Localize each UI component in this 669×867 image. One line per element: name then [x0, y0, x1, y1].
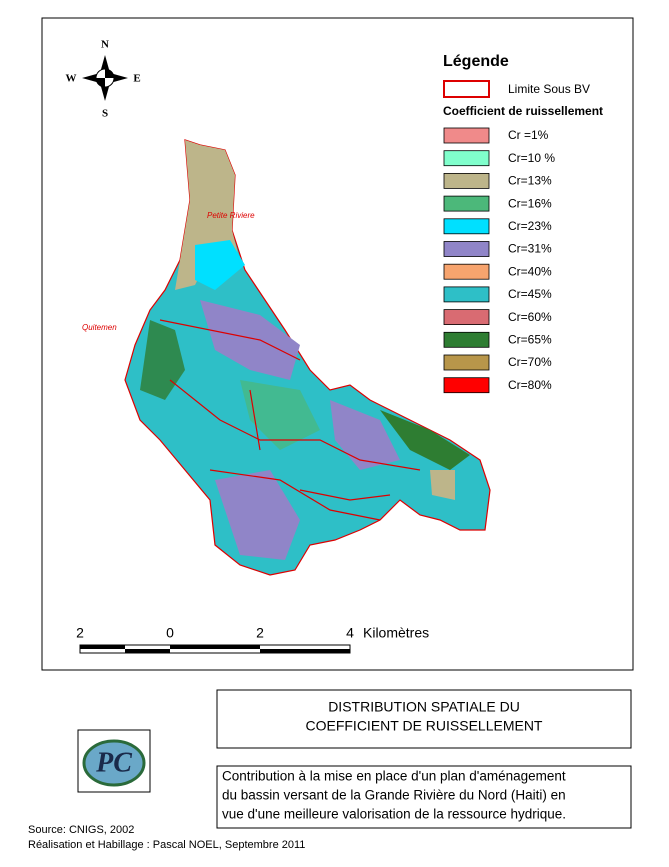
legend-label: Cr=31%: [508, 242, 552, 256]
description-line: du bassin versant de la Grande Rivière d…: [222, 788, 566, 803]
legend-label: Cr=16%: [508, 196, 552, 210]
legend-label: Cr=45%: [508, 287, 552, 301]
map-title: COEFFICIENT DE RUISSELLEMENT: [305, 718, 542, 734]
description-line: vue d'une meilleure valorisation de la r…: [222, 807, 566, 822]
legend-label: Cr=23%: [508, 219, 552, 233]
boundary-swatch: [443, 80, 490, 98]
footer-credit: Réalisation et Habillage : Pascal NOEL, …: [28, 839, 305, 851]
legend-label: Cr=65%: [508, 332, 552, 346]
legend-label: Cr=80%: [508, 378, 552, 392]
compass-north: N: [101, 39, 109, 51]
legend-swatch: [443, 218, 490, 235]
legend-label: Cr=70%: [508, 355, 552, 369]
legend-label: Cr=40%: [508, 264, 552, 278]
logo-text: PC: [95, 747, 132, 778]
scale-bar: Kilomètres 2 0 2 4: [76, 625, 429, 654]
legend-swatch: [443, 354, 490, 371]
legend-swatch: [443, 263, 490, 280]
legend-swatch: [443, 127, 490, 144]
legend-swatch: [443, 172, 490, 189]
description-line: Contribution à la mise en place d'un pla…: [222, 769, 566, 784]
scale-unit: Kilomètres: [363, 625, 429, 641]
description-box: [216, 765, 632, 829]
scale-label: 2: [76, 625, 84, 641]
title-box: [216, 689, 632, 749]
legend-swatch: [443, 150, 490, 167]
legend-label: Cr=13%: [508, 174, 552, 188]
compass: N S E W: [66, 39, 141, 120]
scale-label: 2: [256, 625, 264, 641]
legend-swatch: [443, 331, 490, 348]
legend-label: Cr=10 %: [508, 151, 555, 165]
legend-label: Cr =1%: [508, 128, 549, 142]
legend-swatch: [443, 195, 490, 212]
legend-label: Cr=60%: [508, 310, 552, 324]
place-label: Quitemen: [82, 323, 117, 332]
compass-east: E: [133, 73, 140, 85]
compass-west: W: [66, 73, 77, 85]
logo-globe: [82, 739, 146, 787]
map-title: DISTRIBUTION SPATIALE DU: [328, 699, 520, 715]
place-label: Petite Riviere: [207, 211, 255, 220]
legend-swatch: [443, 309, 490, 326]
legend-swatch: [443, 286, 490, 303]
scale-label: 0: [166, 625, 174, 641]
legend-swatch: [443, 377, 490, 394]
legend-swatch: [443, 241, 490, 257]
legend-label: Limite Sous BV: [508, 82, 590, 96]
footer-source: Source: CNIGS, 2002: [28, 824, 134, 836]
legend-title: Légende: [443, 53, 509, 70]
legend-subtitle: Coefficient de ruissellement: [443, 104, 603, 118]
basin-map: Petite Riviere Quitemen: [82, 139, 491, 576]
compass-south: S: [102, 108, 108, 120]
legend: Légende Limite Sous BV Coefficient de ru…: [443, 53, 603, 394]
scale-label: 4: [346, 625, 354, 641]
